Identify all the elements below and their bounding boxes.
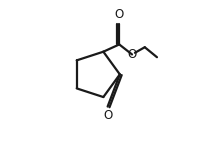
Text: O: O	[127, 48, 137, 61]
Text: O: O	[103, 109, 112, 122]
Text: O: O	[115, 8, 124, 21]
